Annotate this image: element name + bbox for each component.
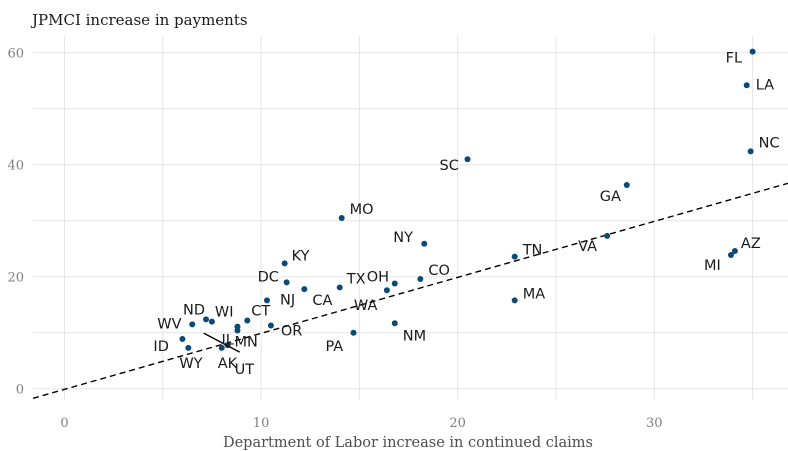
point-label-tx: TX: [346, 271, 366, 287]
data-point-ky: [281, 260, 288, 267]
data-point-dc: [283, 279, 290, 286]
x-tick-label: 10: [253, 416, 270, 431]
point-label-mn: MN: [234, 335, 257, 351]
point-label-sc: SC: [440, 158, 459, 174]
data-point-ct: [244, 317, 251, 324]
data-point-or: [267, 322, 274, 329]
data-point-co: [417, 276, 424, 283]
y-tick-label: 40: [7, 158, 24, 173]
point-label-az: AZ: [741, 236, 761, 252]
data-point-pa: [350, 329, 357, 336]
point-label-nc: NC: [759, 135, 780, 151]
axis-tick-labels: 0 10 20 30 0 20 40 60: [7, 46, 662, 431]
data-point-nm: [391, 320, 398, 327]
trend-line: [32, 182, 788, 399]
data-point-nc: [747, 148, 754, 155]
data-point-wi: [208, 318, 215, 325]
label-leader-line-ut: [203, 332, 240, 353]
point-label-ct: CT: [251, 303, 270, 319]
point-label-ga: GA: [600, 189, 621, 205]
point-label-ky: KY: [292, 248, 310, 264]
point-label-tn: TN: [522, 243, 543, 259]
point-label-wa: WA: [354, 298, 378, 314]
data-point-az: [731, 248, 738, 255]
point-label-ma: MA: [523, 286, 546, 302]
grid-lines: [33, 36, 788, 400]
data-point-ca: [301, 286, 308, 293]
point-label-or: OR: [281, 324, 303, 340]
data-point-wa: [383, 287, 390, 294]
x-tick-label: 20: [449, 416, 466, 431]
data-point-tx: [336, 284, 343, 291]
trend-line-group: [32, 182, 788, 399]
data-points: [179, 48, 756, 351]
data-point-fl: [749, 48, 756, 55]
data-point-va: [604, 232, 611, 239]
data-point-ga: [623, 181, 630, 188]
y-tick-label: 0: [16, 382, 24, 397]
point-label-mo: MO: [350, 202, 374, 218]
x-tick-label: 30: [646, 416, 663, 431]
point-label-wi: WI: [215, 305, 234, 321]
y-tick-label: 60: [7, 46, 24, 61]
data-point-nd: [203, 316, 210, 323]
data-point-ma: [511, 297, 518, 304]
y-axis-title: JPMCI increase in payments: [30, 11, 248, 29]
data-point-ak: [218, 344, 225, 351]
data-point-il: [234, 327, 241, 334]
x-axis-title: Department of Labor increase in continue…: [223, 435, 593, 451]
label-leader-lines: [203, 332, 240, 353]
data-point-id: [179, 335, 186, 342]
y-tick-label: 20: [7, 270, 24, 285]
point-label-va: VA: [578, 239, 597, 255]
data-point-wy: [185, 344, 192, 351]
data-point-mi: [727, 251, 734, 258]
data-point-tn: [511, 253, 518, 260]
point-label-wy: WY: [179, 356, 202, 372]
data-point-nj: [263, 297, 270, 304]
point-label-mi: MI: [704, 258, 721, 274]
point-label-dc: DC: [258, 269, 279, 285]
x-tick-label: 0: [60, 416, 68, 431]
data-point-la: [743, 82, 750, 89]
data-point-ny: [421, 240, 428, 247]
point-label-il: IL: [221, 333, 233, 349]
data-point-wv: [189, 321, 196, 328]
point-label-la: LA: [756, 77, 774, 93]
point-label-ak: AK: [218, 356, 238, 372]
point-label-wv: WV: [157, 316, 181, 332]
point-label-ny: NY: [393, 230, 413, 246]
point-label-oh: OH: [367, 270, 389, 286]
point-label-nj: NJ: [280, 292, 295, 308]
point-label-co: CO: [428, 263, 450, 279]
data-point-oh: [391, 280, 398, 287]
point-label-fl: FL: [726, 51, 742, 67]
point-label-pa: PA: [325, 339, 343, 355]
point-label-nd: ND: [183, 302, 205, 318]
data-point-mo: [338, 215, 345, 221]
point-label-ca: CA: [312, 293, 332, 309]
point-label-id: ID: [153, 339, 168, 355]
point-label-ut: UT: [235, 362, 255, 378]
data-point-sc: [464, 156, 471, 163]
point-label-nm: NM: [403, 328, 426, 344]
